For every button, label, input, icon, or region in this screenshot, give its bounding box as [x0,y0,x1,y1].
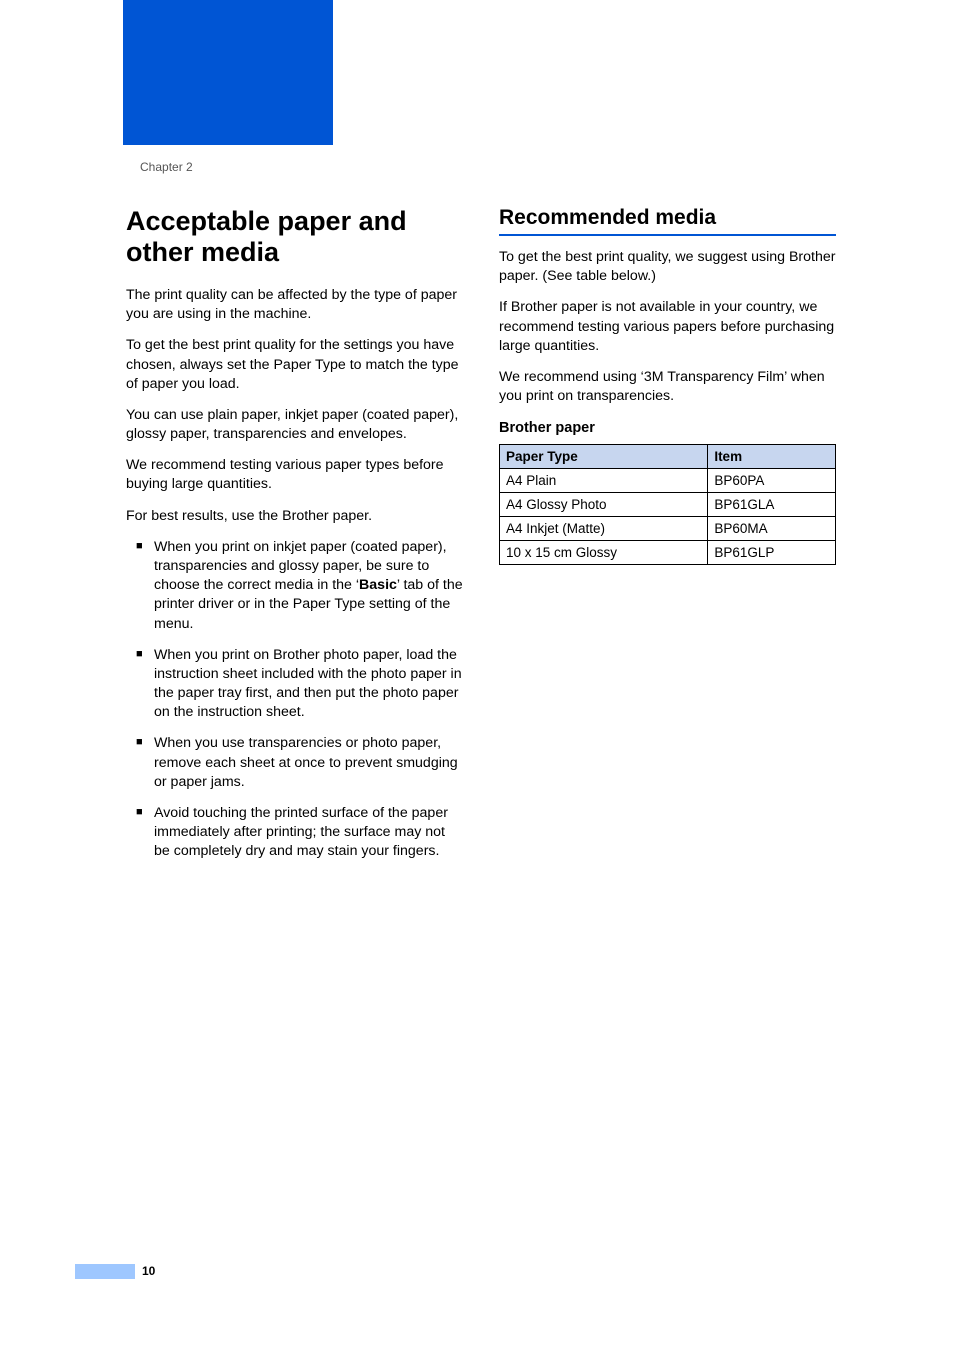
left-para-0: The print quality can be affected by the… [126,286,463,324]
td-3-0: 10 x 15 cm Glossy [500,541,708,565]
content-area: Acceptable paper and other media The pri… [126,206,836,873]
table-title: Brother paper [499,420,836,436]
left-column: Acceptable paper and other media The pri… [126,206,463,873]
bullet-3-pre: Avoid touching the printed surface of th… [154,805,448,859]
table-header-row: Paper Type Item [500,445,836,469]
right-title: Recommended media [499,206,836,236]
page-number: 10 [142,1264,155,1278]
right-column: Recommended media To get the best print … [499,206,836,873]
left-para-1: To get the best print quality for the se… [126,336,463,394]
left-title: Acceptable paper and other media [126,206,463,268]
left-bullets: When you print on inkjet paper (coated p… [126,538,463,862]
td-0-1: BP60PA [708,469,836,493]
bullet-2-pre: When you use transparencies or photo pap… [154,735,458,789]
td-3-1: BP61GLP [708,541,836,565]
table-row: 10 x 15 cm Glossy BP61GLP [500,541,836,565]
left-para-2: You can use plain paper, inkjet paper (c… [126,406,463,444]
bullet-3: Avoid touching the printed surface of th… [126,804,463,862]
bullet-0: When you print on inkjet paper (coated p… [126,538,463,634]
table-row: A4 Plain BP60PA [500,469,836,493]
td-0-0: A4 Plain [500,469,708,493]
bullet-0-bold: Basic [359,577,397,593]
right-para-1: If Brother paper is not available in you… [499,298,836,356]
footer-bar [75,1264,135,1279]
right-para-0: To get the best print quality, we sugges… [499,248,836,286]
paper-table: Paper Type Item A4 Plain BP60PA A4 Gloss… [499,444,836,565]
left-para-3: We recommend testing various paper types… [126,456,463,494]
th-1: Item [708,445,836,469]
chapter-label: Chapter 2 [140,160,193,174]
bullet-1: When you print on Brother photo paper, l… [126,646,463,723]
td-2-0: A4 Inkjet (Matte) [500,517,708,541]
td-2-1: BP60MA [708,517,836,541]
left-para-4: For best results, use the Brother paper. [126,507,463,526]
th-0: Paper Type [500,445,708,469]
header-blue-bar [123,0,333,145]
bullet-2: When you use transparencies or photo pap… [126,734,463,792]
bullet-1-pre: When you print on Brother photo paper, l… [154,647,462,721]
right-para-2: We recommend using ‘3M Transparency Film… [499,368,836,406]
td-1-0: A4 Glossy Photo [500,493,708,517]
table-row: A4 Inkjet (Matte) BP60MA [500,517,836,541]
td-1-1: BP61GLA [708,493,836,517]
table-row: A4 Glossy Photo BP61GLA [500,493,836,517]
